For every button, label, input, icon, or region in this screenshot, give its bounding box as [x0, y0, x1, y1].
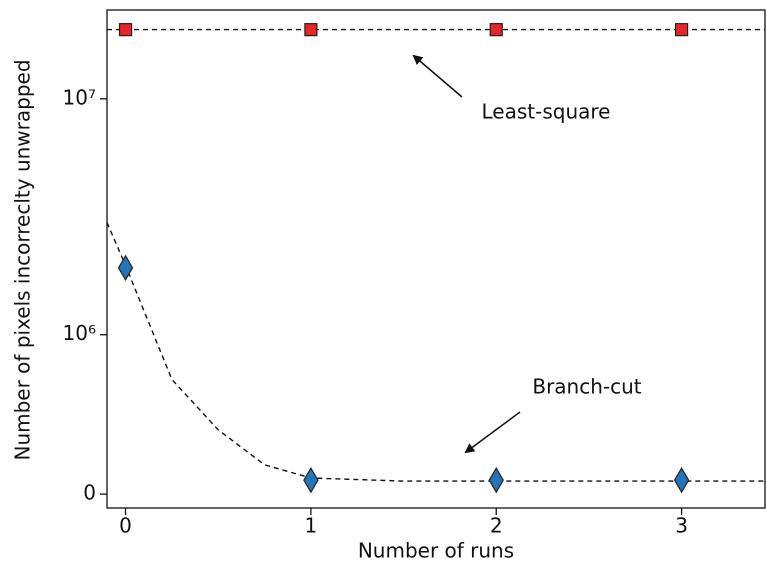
square-marker	[118, 23, 133, 37]
x-tick-label: 2	[490, 514, 503, 538]
y-tick-label: 0	[83, 481, 96, 505]
diamond-marker	[673, 466, 690, 494]
annotation: Least-square	[482, 100, 611, 124]
fit-line	[106, 222, 765, 482]
diamond-marker	[303, 466, 319, 494]
square-marker	[304, 23, 318, 37]
x-axis-label: Number of runs	[358, 539, 514, 563]
diamond-marker	[117, 254, 134, 282]
plot-frame	[106, 9, 766, 509]
square-marker	[489, 23, 503, 37]
annotation-arrow	[412, 54, 463, 98]
y-tick-label: 10⁶	[63, 321, 96, 345]
annotation-arrow	[464, 411, 521, 454]
annotation: Branch-cut	[532, 375, 641, 399]
diamond-marker	[488, 466, 504, 494]
y-axis-label: Number of pixels incorreclty unwrapped	[11, 59, 35, 460]
square-marker	[674, 23, 689, 37]
x-tick-label: 3	[675, 514, 688, 538]
y-tick-label: 10⁷	[63, 85, 96, 109]
x-tick-label: 0	[119, 514, 132, 538]
x-tick-label: 1	[305, 514, 318, 538]
